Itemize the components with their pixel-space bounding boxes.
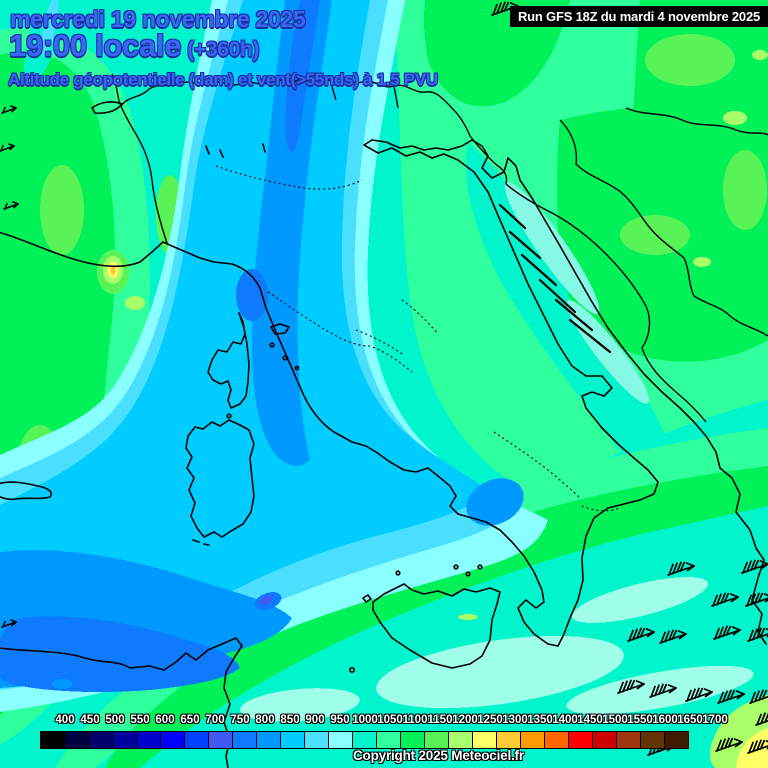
forecast-time: 19:00 locale (+360h) xyxy=(9,28,260,64)
colorbar-cell xyxy=(280,731,305,749)
colorbar-value: 550 xyxy=(130,714,150,726)
colorbar-value: 800 xyxy=(255,714,275,726)
colorbar-value: 700 xyxy=(205,714,225,726)
colorbar-cell xyxy=(400,731,425,749)
colorbar-value: 1250 xyxy=(477,714,503,726)
colorbar-value: 1000 xyxy=(352,714,378,726)
colorbar-cell xyxy=(448,731,473,749)
map-title: Altitude géopotentielle (dam) et vent(>5… xyxy=(8,70,438,89)
border-layer xyxy=(111,73,768,423)
colorbar-value: 1500 xyxy=(602,714,628,726)
colorbar-cell xyxy=(664,731,689,749)
colorbar-value: 500 xyxy=(105,714,125,726)
colorbar-value: 450 xyxy=(80,714,100,726)
colorbar-cell xyxy=(640,731,665,749)
colorbar-cell xyxy=(88,731,113,749)
colorbar-value: 1350 xyxy=(527,714,553,726)
colorbar-cell xyxy=(40,731,65,749)
run-info-badge: Run GFS 18Z du mardi 4 novembre 2025 xyxy=(510,6,768,27)
colorbar-value: 1600 xyxy=(652,714,678,726)
region-border-layer xyxy=(215,165,621,512)
colorbar-cell xyxy=(352,731,377,749)
colorbar-cell xyxy=(520,731,545,749)
colorbar-cell xyxy=(592,731,617,749)
forecast-date: mercredi 19 novembre 2025 xyxy=(10,6,306,32)
colorbar-value: 850 xyxy=(280,714,300,726)
colorbar-value: 1650 xyxy=(677,714,703,726)
colorbar-value: 900 xyxy=(305,714,325,726)
colorbar-value: 750 xyxy=(230,714,250,726)
colorbar-value: 1150 xyxy=(427,714,453,726)
colorbar-cell xyxy=(496,731,521,749)
colorbar-value: 650 xyxy=(180,714,200,726)
colorbar-cell xyxy=(568,731,593,749)
colorbar-cell xyxy=(160,731,185,749)
colorbar-cell xyxy=(424,731,449,749)
colorbar-value: 950 xyxy=(330,714,350,726)
colorbar-value: 1450 xyxy=(577,714,603,726)
colorbar-value: 1300 xyxy=(502,714,528,726)
colorbar-cell xyxy=(544,731,569,749)
colorbar-cell xyxy=(64,731,89,749)
colorbar-cell xyxy=(472,731,497,749)
colorbar-value: 600 xyxy=(155,714,175,726)
colorbar-cell xyxy=(232,731,257,749)
colorbar-value: 1100 xyxy=(402,714,428,726)
colorbar-cell xyxy=(136,731,161,749)
colorbar-value: 1050 xyxy=(377,714,403,726)
colorbar-value: 1400 xyxy=(552,714,578,726)
copyright: Copyright 2025 Meteociel.fr xyxy=(353,748,524,763)
colorbar-cell xyxy=(616,731,641,749)
colorbar-cell xyxy=(208,731,233,749)
colorbar-value: 1200 xyxy=(452,714,478,726)
colorbar-cell xyxy=(376,731,401,749)
colorbar-cell xyxy=(304,731,329,749)
colorbar-cells xyxy=(40,731,689,749)
colorbar-cell xyxy=(112,731,137,749)
colorbar-cell xyxy=(328,731,353,749)
colorbar-value: 400 xyxy=(55,714,75,726)
forecast-time-local: 19:00 locale xyxy=(9,28,182,63)
colorbar-cell xyxy=(184,731,209,749)
colorbar: 400 450 500 550 600 650 700 750 800 850 900 950 1000… xyxy=(0,712,768,752)
colorbar-cell xyxy=(256,731,281,749)
forecast-hour-offset: (+360h) xyxy=(187,38,260,61)
colorbar-value: 1700 xyxy=(702,714,728,726)
colorbar-value: 1550 xyxy=(627,714,653,726)
